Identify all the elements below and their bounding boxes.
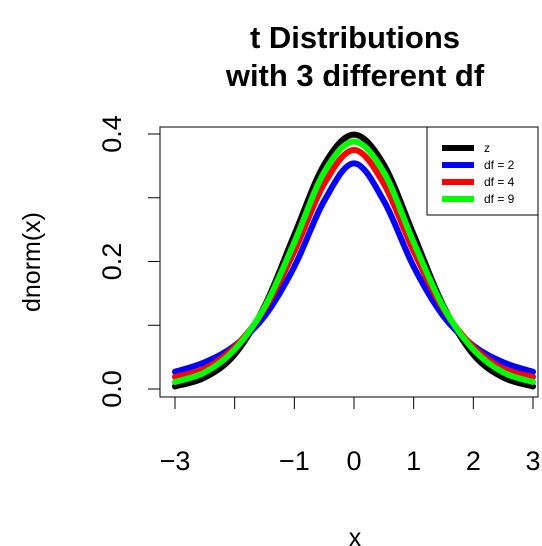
x-tick-label: −3 bbox=[160, 446, 191, 476]
legend-label-3: df = 9 bbox=[484, 192, 515, 206]
y-axis: 0.0 0.2 0.4 bbox=[97, 115, 161, 408]
x-axis-label: x bbox=[349, 524, 362, 546]
series-line-3 bbox=[172, 138, 536, 385]
y-tick-label: 0.0 bbox=[97, 370, 127, 408]
series-layer bbox=[172, 131, 536, 390]
chart-title-line-2: with 3 different df bbox=[225, 58, 485, 93]
series-line-0 bbox=[172, 131, 536, 390]
x-tick-label: 2 bbox=[466, 446, 481, 476]
y-tick-label: 0.2 bbox=[97, 243, 127, 281]
legend-label-1: df = 2 bbox=[484, 158, 515, 172]
y-axis-label: dnorm(x) bbox=[18, 212, 46, 312]
chart-title-line-1: t Distributions bbox=[250, 20, 460, 55]
x-axis: −3 −1 0 1 2 3 bbox=[160, 396, 541, 476]
legend-label-0: z bbox=[484, 141, 490, 155]
x-tick-label: 1 bbox=[406, 446, 421, 476]
x-tick-label: 0 bbox=[346, 446, 361, 476]
y-tick-label: 0.4 bbox=[97, 115, 127, 153]
legend: z df = 2 df = 4 df = 9 bbox=[426, 126, 539, 216]
x-tick-label: 3 bbox=[525, 446, 540, 476]
x-tick-label: −1 bbox=[279, 446, 310, 476]
legend-label-2: df = 4 bbox=[484, 175, 515, 189]
